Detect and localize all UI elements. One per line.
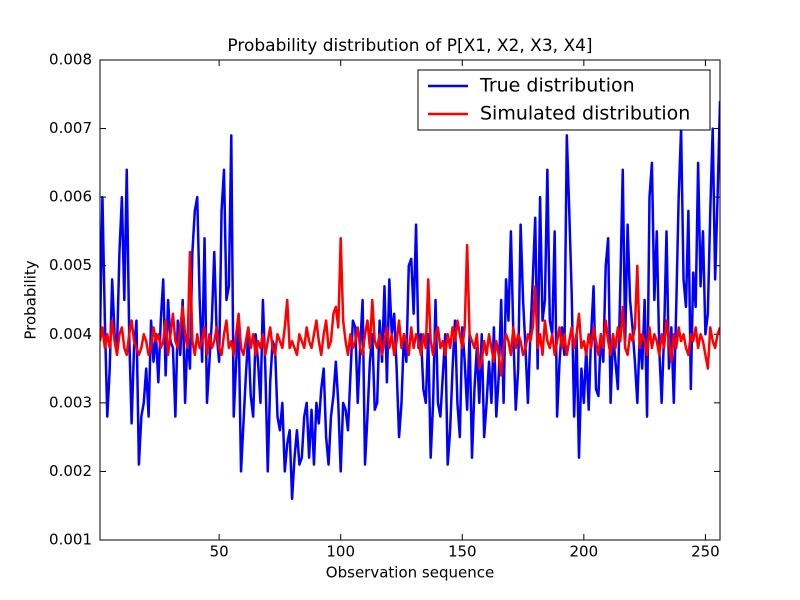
y-tick-label: 0.003: [49, 393, 92, 411]
y-tick-label: 0.004: [49, 325, 92, 343]
plot-frame: [99, 59, 721, 541]
series-line: [100, 101, 720, 501]
y-tick-label: 0.002: [49, 462, 92, 480]
x-tick-label: 150: [448, 543, 477, 561]
y-tick-label: 0.006: [49, 188, 92, 206]
chart-title: Probability distribution of P[X1, X2, X3…: [227, 36, 592, 56]
legend-label: Simulated distribution: [480, 103, 690, 125]
series-line: [100, 237, 720, 377]
legend-label: True distribution: [479, 75, 635, 97]
x-tick-label: 250: [691, 543, 720, 561]
y-tick-label: 0.008: [49, 51, 92, 69]
x-tick-label: 50: [210, 543, 229, 561]
y-axis-label: Probability: [22, 260, 40, 339]
y-tick-label: 0.005: [49, 256, 92, 274]
x-tick-label: 100: [326, 543, 355, 561]
y-tick-label: 0.001: [49, 531, 92, 549]
legend-box: [417, 69, 711, 131]
x-tick-label: 200: [570, 543, 599, 561]
y-tick-label: 0.007: [49, 119, 92, 137]
x-axis-label: Observation sequence: [326, 564, 494, 582]
